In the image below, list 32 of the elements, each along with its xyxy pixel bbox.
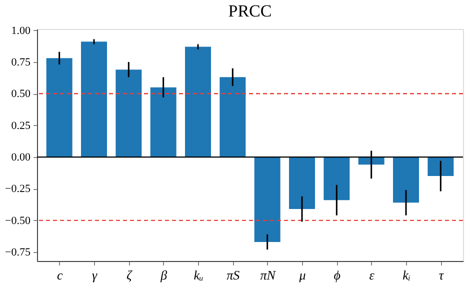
x-tick-label: πS: [226, 268, 240, 282]
x-tick-label: ε: [369, 268, 376, 282]
y-tick-label: −0.25: [5, 183, 31, 196]
x-tick-label: kᵢ: [402, 268, 410, 282]
x-tick-label: ϕ: [334, 268, 341, 282]
y-tick-label: 0.50: [11, 88, 31, 100]
chart-title: PRCC: [228, 1, 272, 20]
y-tick-label: −0.50: [5, 214, 31, 227]
x-tick-label: τ: [438, 268, 445, 282]
bar: [324, 157, 350, 200]
y-tick-label: 0.00: [11, 152, 31, 164]
x-tick-label: ζ: [126, 268, 133, 282]
bar: [150, 87, 176, 158]
x-tick-label: μ: [298, 268, 306, 282]
x-tick-label: πN: [260, 268, 277, 282]
bar: [81, 42, 107, 158]
bar: [46, 58, 72, 158]
y-tick-label: 0.75: [11, 56, 31, 68]
y-tick-label: −0.75: [5, 246, 31, 259]
x-tick-label: β: [160, 268, 168, 282]
bar: [185, 46, 211, 158]
bar: [116, 70, 142, 158]
bar: [254, 157, 280, 242]
bar: [289, 157, 315, 210]
x-tick-label: c: [56, 268, 63, 282]
y-tick-label: 0.25: [11, 120, 31, 132]
x-tick-label: kᵤ: [194, 268, 204, 282]
bar: [393, 157, 419, 203]
bar: [220, 77, 246, 158]
y-tick-label: 1.00: [11, 24, 31, 37]
x-tick-label: γ: [92, 268, 98, 282]
bar: [428, 157, 454, 176]
